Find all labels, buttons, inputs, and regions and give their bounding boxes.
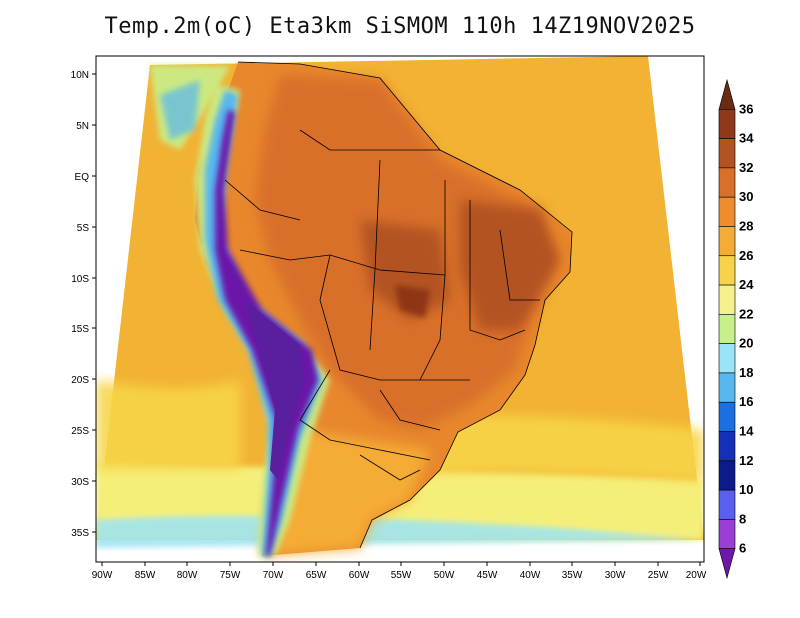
colorbar-label: 24 [739,277,754,292]
lat-label: 20S [71,375,89,386]
lat-label: 5S [77,223,90,234]
lon-label: 25W [648,570,669,581]
lon-label: 70W [263,570,284,581]
lon-label: 60W [349,570,370,581]
lat-label: 10N [71,70,89,81]
lat-label: 30S [71,477,89,488]
colorbar-segment [718,431,736,462]
colorbar-label: 22 [739,306,753,321]
colorbar-label: 18 [739,365,753,380]
lon-label: 40W [520,570,541,581]
colorbar-segment [718,489,736,520]
colorbar-label: 30 [739,189,753,204]
lat-label: 15S [71,324,89,335]
lon-label: 75W [220,570,241,581]
colorbar-label: 16 [739,394,753,409]
lon-label: 35W [562,570,583,581]
colorbar-segment [718,519,736,550]
temperature-field [96,56,704,556]
colorbar-segment [718,255,736,286]
colorbar-label: 6 [739,541,746,556]
colorbar-segment [718,460,736,491]
colorbar-segment [718,78,736,110]
colorbar-segment [718,196,736,227]
colorbar-label: 10 [739,482,753,497]
colorbar-segment [718,548,736,580]
lat-label: EQ [75,172,90,183]
colorbar-segment [718,226,736,257]
lon-label: 90W [92,570,113,581]
map-title: Temp.2m(oC) Eta3km SiSMOM 110h 14Z19NOV2… [104,14,696,39]
pacific-mid-band [96,380,240,470]
longitude-axis: 90W 85W 80W 75W 70W 65W 60W 55W 50W 45W … [92,562,707,581]
colorbar-label: 32 [739,160,753,175]
lon-label: 50W [434,570,455,581]
colorbar-label: 34 [739,131,754,146]
lon-label: 20W [686,570,707,581]
colorbar-segment [718,108,736,139]
lon-label: 65W [306,570,327,581]
lon-label: 45W [477,570,498,581]
south-coast-cool [96,515,704,548]
colorbar-segment [718,343,736,374]
colorbar-label: 8 [739,511,746,526]
lat-label: 25S [71,426,89,437]
lat-label: 5N [76,121,89,132]
lon-label: 85W [135,570,156,581]
andes-cold-core [245,300,305,480]
lat-label: 10S [71,274,89,285]
very-hot-northeast [460,200,560,330]
colorbar-label: 12 [739,453,753,468]
colorbar-label: 20 [739,336,753,351]
lat-label: 35S [71,528,89,539]
latitude-axis: 10N 5N EQ 5S 10S 15S 20S 25S 30S 35S [71,70,96,539]
colorbar-label: 36 [739,101,753,116]
lon-label: 30W [605,570,626,581]
political-borders [224,61,573,549]
colorbar-segment [718,372,736,403]
extreme-spot [395,285,430,318]
pacific-cool-water-2 [160,80,200,140]
colorbar-label: 26 [739,248,753,263]
colorbar-segment [718,138,736,169]
colorbar-segment [718,314,736,344]
lon-label: 55W [391,570,412,581]
map-frame [95,55,705,563]
colorbar-label: 28 [739,218,753,233]
colorbar-segment [718,284,736,315]
south-atlantic-mid-band [380,415,704,482]
lon-label: 80W [177,570,198,581]
colorbar-segment [718,401,736,432]
colorbar-label: 14 [739,424,754,439]
colorbar: 36 34 32 30 28 26 24 22 20 18 16 14 12 10 8 6 [718,78,754,580]
colorbar-segment [718,167,736,198]
